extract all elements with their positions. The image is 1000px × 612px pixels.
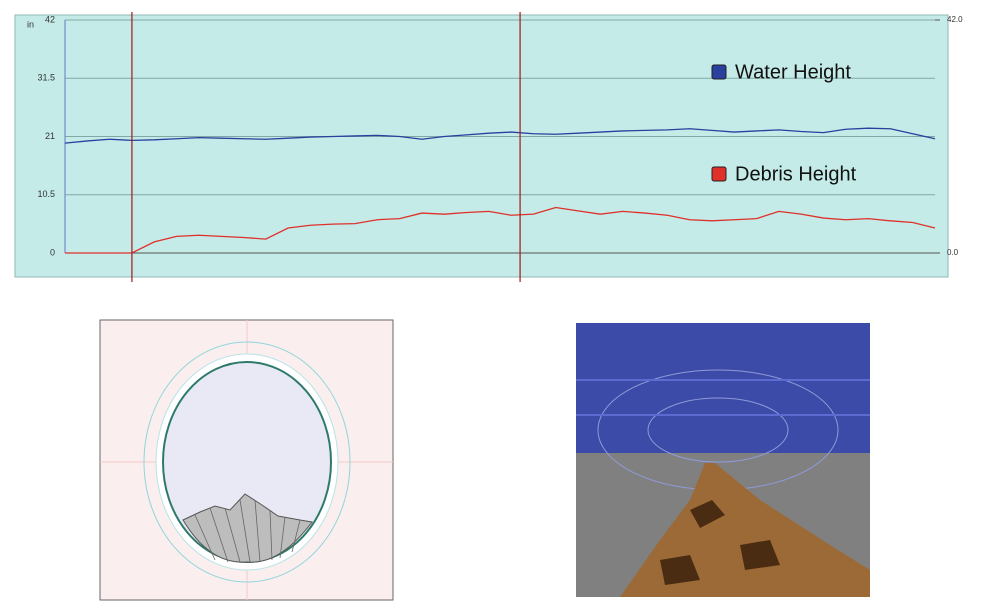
y-tick-label: 10.5 (37, 189, 55, 199)
plot: 0 10.5 21 31.5 42 0.0 42.0 Water Height Debris H… (37, 12, 963, 282)
y-tick-label: 21 (45, 131, 55, 141)
y-unit: in (27, 19, 34, 29)
y-tick-label: 31.5 (37, 73, 55, 83)
debris-profile (182, 493, 313, 563)
series-line (65, 206, 936, 254)
pipe-3d-view (576, 323, 870, 597)
debris-shadow (660, 500, 780, 585)
cross-section-view (99, 319, 394, 601)
legend-swatch (711, 64, 727, 80)
y2-tick-label: 42.0 (947, 15, 963, 24)
y-tick-label: 0 (50, 247, 55, 257)
ring (647, 397, 789, 463)
y-tick-label: 42 (45, 14, 55, 24)
legend-label: Water Height (735, 61, 851, 83)
series-line (64, 127, 936, 144)
legend-swatch (711, 166, 727, 182)
ring (143, 341, 351, 583)
hatching (194, 499, 301, 563)
legend-label: Debris Height (735, 163, 857, 185)
water-surface (576, 323, 870, 453)
y2-tick-label: 0.0 (947, 248, 959, 257)
chart-panel (14, 14, 949, 278)
